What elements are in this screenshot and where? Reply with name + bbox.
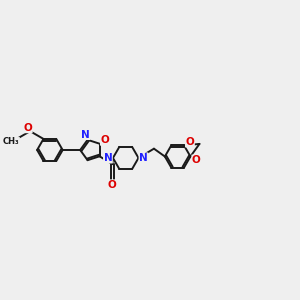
- Text: N: N: [81, 130, 90, 140]
- Text: O: O: [185, 137, 194, 147]
- Text: N: N: [139, 153, 148, 163]
- Text: O: O: [192, 155, 201, 165]
- Text: O: O: [108, 180, 117, 190]
- Text: O: O: [100, 135, 109, 145]
- Text: O: O: [23, 123, 32, 133]
- Text: N: N: [103, 153, 112, 163]
- Text: CH₃: CH₃: [3, 137, 20, 146]
